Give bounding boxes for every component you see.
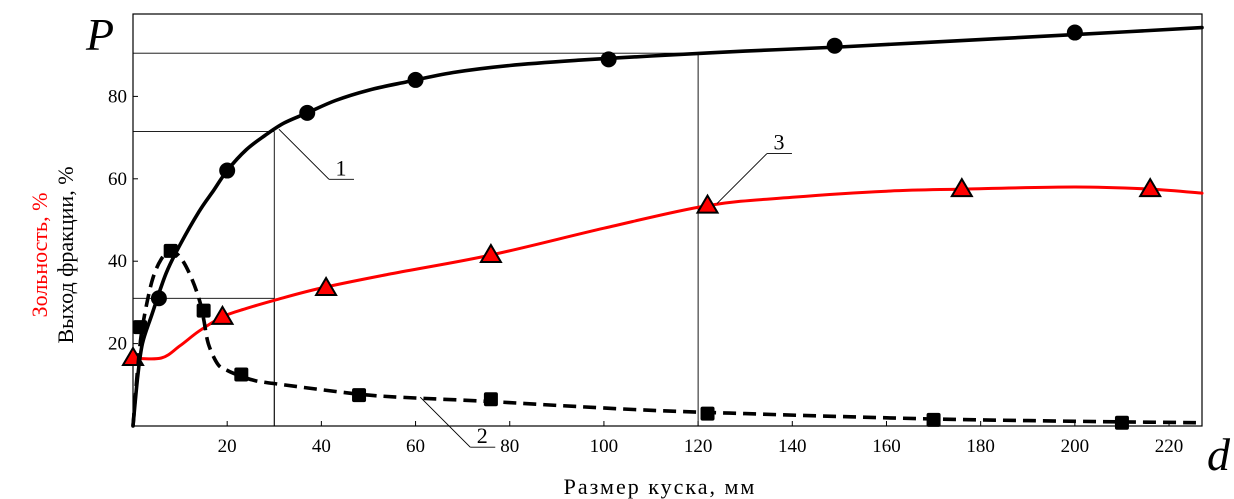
- series-2-point: [700, 406, 715, 421]
- x-tick-label: 220: [1155, 436, 1184, 457]
- series-layer: [121, 24, 1204, 430]
- y-tick-label: 40: [108, 251, 127, 272]
- series-2-point: [926, 412, 941, 427]
- series-1-point: [1066, 24, 1083, 41]
- series-1-point: [600, 51, 617, 68]
- series-2-point: [196, 303, 211, 318]
- callout-label: 2: [477, 423, 488, 448]
- series-3-point: [479, 243, 503, 264]
- callout-label: 3: [773, 130, 784, 155]
- series-2-line: [131, 249, 1203, 427]
- x-tick-label: 200: [1061, 436, 1090, 457]
- x-tick-label: 40: [312, 436, 331, 457]
- y-tick-label: 80: [108, 86, 127, 107]
- plot-frame: [132, 13, 1203, 427]
- x-tick-label: 60: [406, 436, 425, 457]
- series-1-point: [150, 290, 167, 307]
- callout-1: 1: [278, 129, 354, 180]
- reference-lines: [133, 52, 699, 426]
- x-tick-label: 160: [872, 436, 901, 457]
- series-3-point: [314, 276, 338, 296]
- x-tick-label: 120: [684, 436, 713, 457]
- x-tick-label: 140: [778, 436, 807, 457]
- series-3-point: [950, 177, 974, 198]
- callout-2: 2: [419, 396, 496, 448]
- x-tick-label: 20: [218, 436, 237, 457]
- x-tick-label: 80: [500, 436, 519, 457]
- y-tick-label: 20: [108, 334, 127, 355]
- series-3-point: [210, 304, 235, 325]
- y-axis-symbol: P: [85, 9, 114, 60]
- x-axis-label: Размер куска, мм: [564, 474, 757, 499]
- callout-label: 1: [335, 155, 346, 180]
- series-1: [131, 24, 1204, 428]
- x-axis-symbol: d: [1207, 429, 1231, 480]
- series-3-point: [695, 193, 720, 214]
- callout-3: 3: [716, 130, 792, 204]
- series-2-point: [352, 388, 367, 403]
- y-tick-label: 60: [108, 169, 127, 190]
- series-1-point: [407, 71, 424, 88]
- series-1-point: [219, 162, 236, 179]
- series-3-line: [131, 185, 1204, 361]
- series-1-point: [826, 37, 843, 54]
- series-2-point: [1114, 415, 1129, 430]
- axis-ticks: 20 40 60 80 100 120 140 160 180 200 220 20 40 60 80: [108, 86, 1183, 457]
- series-1-line: [131, 25, 1204, 428]
- series-1-point: [299, 104, 316, 121]
- x-tick-label: 100: [590, 436, 619, 457]
- callout-leader: [716, 153, 768, 204]
- callout-leader: [278, 129, 330, 180]
- series-2-point: [133, 320, 148, 335]
- series-2-point: [234, 367, 249, 382]
- callouts: 1 2 3: [278, 129, 792, 448]
- y-axis-label-ash: Зольность, %: [27, 193, 52, 318]
- series-2-point: [483, 392, 498, 407]
- y-axis-label: Выход фракции, %: [53, 166, 78, 343]
- series-3-point: [1138, 177, 1162, 198]
- x-tick-label: 180: [966, 436, 995, 457]
- callout-leader: [419, 396, 471, 448]
- series-2: [131, 243, 1203, 430]
- series-3: [121, 177, 1204, 367]
